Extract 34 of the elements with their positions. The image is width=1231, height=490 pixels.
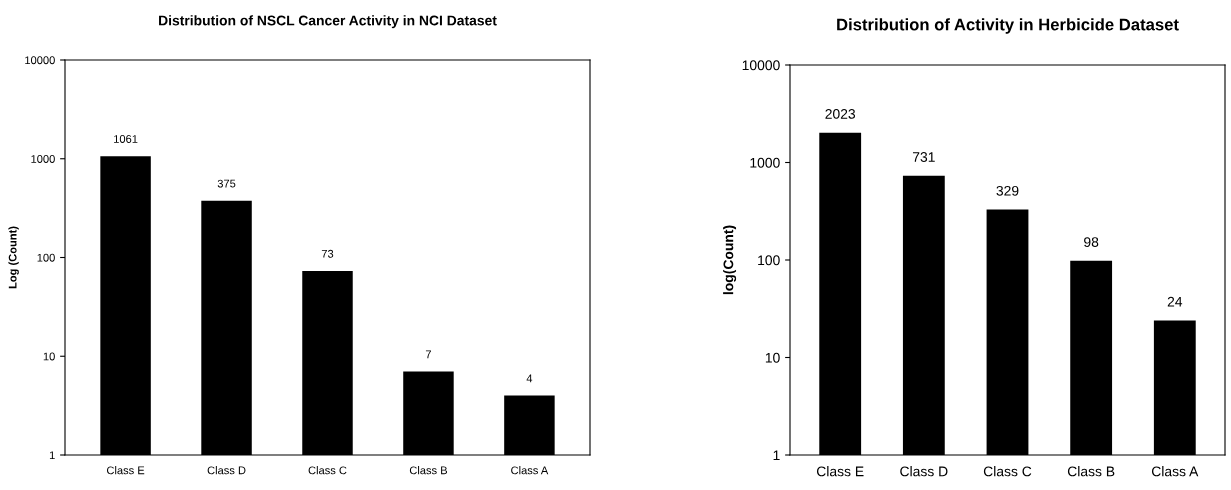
chart-title: Distribution of NSCL Cancer Activity in NCI Dataset xyxy=(159,15,497,29)
y-tick-label: 10000 xyxy=(742,60,780,71)
x-tick-label: Class B xyxy=(409,466,448,475)
y-tick-label: 1000 xyxy=(31,155,55,163)
x-tick-label: Class A xyxy=(511,466,549,475)
y-tick-label: 100 xyxy=(37,253,55,262)
data-label: 329 xyxy=(996,185,1019,196)
data-label: 98 xyxy=(1084,237,1099,247)
x-tick-label: Class C xyxy=(308,466,347,475)
data-label: 73 xyxy=(321,249,334,258)
data-label: 24 xyxy=(1167,296,1183,307)
y-tick-label: 10 xyxy=(765,352,780,363)
y-tick-label: 10000 xyxy=(25,56,55,65)
data-label: 7 xyxy=(425,350,431,359)
chart-title: Distribution of Activity in Herbicide Dataset xyxy=(837,18,1179,34)
x-tick-label: Class D xyxy=(207,466,246,475)
x-tick-label: Class E xyxy=(816,466,864,477)
data-label: 731 xyxy=(912,152,935,162)
x-tick-label: Class B xyxy=(1067,466,1115,477)
y-tick-label: 10 xyxy=(43,352,55,361)
y-tick-label: 100 xyxy=(758,255,780,266)
y-axis-title: Log (Count) xyxy=(8,226,19,289)
y-axis-title: log(Count) xyxy=(723,225,737,295)
x-tick-label: Class A xyxy=(1151,466,1199,477)
data-label: 4 xyxy=(526,374,533,383)
data-label: 2023 xyxy=(825,108,856,119)
data-label: 375 xyxy=(217,179,236,188)
x-tick-label: Class D xyxy=(900,466,948,477)
data-label: 1061 xyxy=(114,135,138,143)
x-tick-label: Class C xyxy=(983,466,1032,477)
y-tick-label: 1 xyxy=(773,450,780,461)
y-tick-label: 1000 xyxy=(750,157,780,168)
x-tick-label: Class E xyxy=(107,466,145,475)
y-tick-label: 1 xyxy=(49,451,55,460)
